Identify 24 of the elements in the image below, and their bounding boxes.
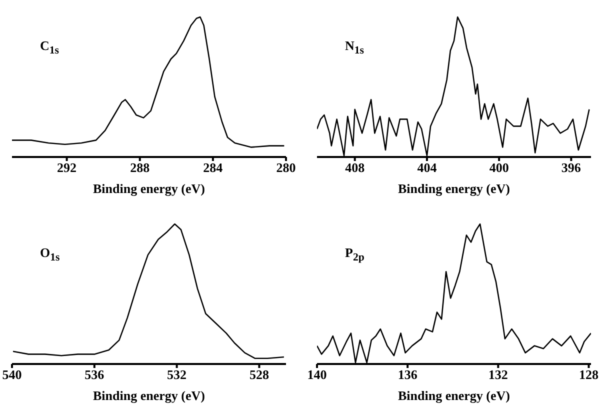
annotation: O$_{1s}$ [40,245,60,264]
x-axis-title: Binding energy (eV) [398,388,510,403]
x-tick-label: 408 [345,160,366,176]
annotation: P$_{2p}$ [345,245,364,264]
annotation: C$_{1s}$ [40,38,60,57]
x-tick-label: 404 [417,160,438,176]
x-axis-title: Binding energy (eV) [398,181,510,196]
x-axis-title: Binding energy (eV) [93,388,205,403]
x-tick-label: 136 [398,367,418,382]
x-tick-label: 280 [276,160,296,176]
x-tick-label: 292 [57,160,77,176]
x-tick-label: 528 [249,367,270,382]
x-tick-label: 536 [84,367,105,382]
x-axis-title: Binding energy (eV) [93,181,205,196]
x-tick-label: 128 [578,367,599,382]
x-tick-label: 288 [130,160,150,176]
x-tick-label: 540 [2,367,22,382]
annotation: N$_{1s}$ [345,38,364,57]
x-tick-label: 132 [488,367,508,382]
x-tick-label: 140 [307,367,327,382]
x-tick-label: 532 [167,367,187,382]
x-tick-label: 396 [561,160,582,176]
x-tick-label: 284 [203,160,224,176]
x-tick-label: 400 [489,160,509,176]
